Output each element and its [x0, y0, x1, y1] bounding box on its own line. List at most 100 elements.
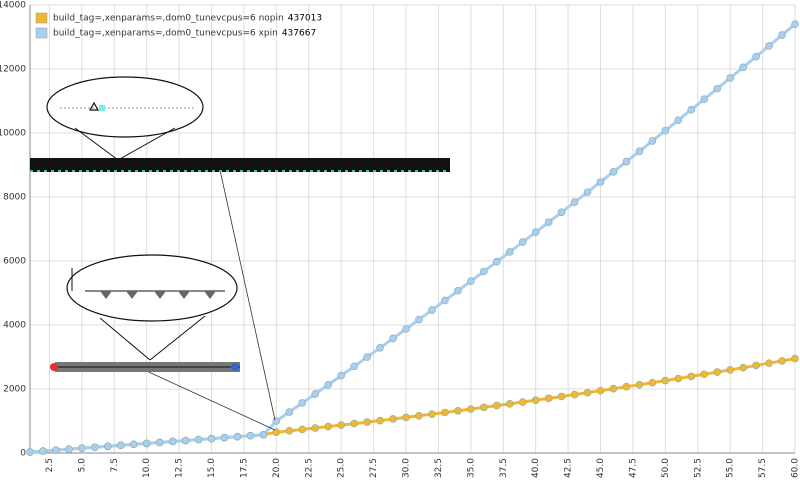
- x-tick-label: 47.5: [628, 458, 638, 478]
- data-point: [233, 432, 242, 441]
- data-point: [687, 372, 696, 381]
- x-tick-label: 7.5: [110, 458, 120, 472]
- data-point: [622, 157, 631, 166]
- y-tick-label: 4000: [3, 321, 26, 331]
- legend-value: 437667: [282, 29, 316, 39]
- x-tick-label: 12.5: [175, 458, 185, 478]
- data-point: [220, 433, 229, 442]
- data-point: [324, 422, 333, 431]
- data-point: [78, 444, 86, 453]
- data-point: [259, 430, 268, 439]
- zoom-line: [99, 317, 151, 361]
- zoom-detail: [100, 291, 216, 299]
- data-point: [285, 427, 294, 435]
- data-point: [194, 435, 203, 444]
- data-point: [428, 410, 436, 418]
- data-point: [518, 238, 527, 246]
- data-point: [739, 63, 747, 72]
- x-tick-label: 52.5: [693, 458, 703, 478]
- data-point: [480, 267, 488, 276]
- data-point: [622, 382, 631, 391]
- data-point: [428, 306, 436, 314]
- data-point: [635, 380, 644, 389]
- data-point: [492, 257, 501, 266]
- data-point: [207, 434, 216, 443]
- x-tick-label: 55.0: [726, 458, 736, 478]
- zoom-line: [219, 169, 276, 421]
- data-point: [415, 315, 423, 324]
- data-point: [674, 116, 683, 124]
- x-tick-label: 10.0: [142, 458, 152, 478]
- data-point: [376, 416, 384, 425]
- data-point: [583, 388, 592, 397]
- data-point: [467, 405, 475, 413]
- zoom-detail: [99, 105, 105, 111]
- data-point: [726, 366, 734, 374]
- data-point: [609, 384, 618, 393]
- data-point: [505, 248, 514, 256]
- y-tick-label: 2000: [3, 385, 26, 395]
- data-point: [389, 334, 397, 343]
- data-point: [687, 105, 696, 114]
- data-point: [441, 408, 449, 417]
- data-point: [570, 390, 579, 399]
- legend-swatch: [35, 27, 48, 39]
- data-point: [389, 415, 397, 423]
- data-point: [791, 20, 799, 29]
- data-point: [648, 378, 657, 387]
- data-point: [661, 126, 670, 135]
- data-point: [531, 228, 540, 236]
- x-tick-label: 5.0: [77, 458, 87, 473]
- data-point: [311, 390, 320, 398]
- data-point: [350, 419, 358, 428]
- x-tick-label: 22.5: [304, 458, 314, 478]
- data-point: [181, 436, 190, 445]
- data-point: [648, 137, 657, 145]
- data-point: [726, 74, 734, 82]
- data-point: [752, 361, 760, 370]
- x-tick-label: 45.0: [596, 458, 606, 478]
- zoom-bar: [30, 158, 450, 172]
- x-tick-label: 50.0: [661, 458, 671, 478]
- legend-value: 437013: [288, 14, 322, 24]
- zoom-detail: [88, 101, 100, 111]
- x-tick-label: 17.5: [239, 458, 249, 478]
- data-point: [557, 208, 566, 217]
- data-point: [324, 380, 333, 389]
- data-point: [609, 168, 618, 176]
- data-point: [441, 296, 449, 305]
- x-tick-label: 27.5: [369, 458, 379, 478]
- data-point: [246, 431, 255, 440]
- data-point: [765, 359, 773, 367]
- data-point: [557, 392, 566, 401]
- x-tick-label: 35.0: [466, 458, 476, 478]
- data-point: [518, 398, 527, 406]
- data-point: [91, 443, 99, 452]
- data-point: [350, 362, 358, 371]
- data-point: [544, 218, 553, 227]
- data-point: [129, 440, 138, 449]
- data-point: [285, 408, 294, 416]
- data-point: [337, 421, 345, 429]
- data-point: [65, 445, 73, 453]
- legend: build_tag=,xenparams=,dom0_tunevcpus=6 n…: [35, 12, 322, 39]
- y-tick-label: 8000: [3, 193, 26, 203]
- data-point: [39, 447, 47, 455]
- data-point: [765, 42, 773, 50]
- x-tick-label: 20.0: [272, 458, 282, 478]
- data-point: [376, 343, 384, 352]
- data-point: [298, 425, 307, 434]
- legend-swatch: [35, 12, 48, 24]
- data-point: [52, 446, 60, 454]
- data-point: [778, 357, 786, 365]
- data-point: [116, 441, 125, 450]
- data-point: [272, 428, 281, 437]
- data-point: [596, 178, 605, 186]
- x-tick-label: 42.5: [564, 458, 574, 478]
- data-point: [467, 277, 475, 285]
- x-tick-label: 40.0: [531, 458, 541, 478]
- data-point: [142, 439, 151, 448]
- zoom-overlay: [30, 76, 450, 431]
